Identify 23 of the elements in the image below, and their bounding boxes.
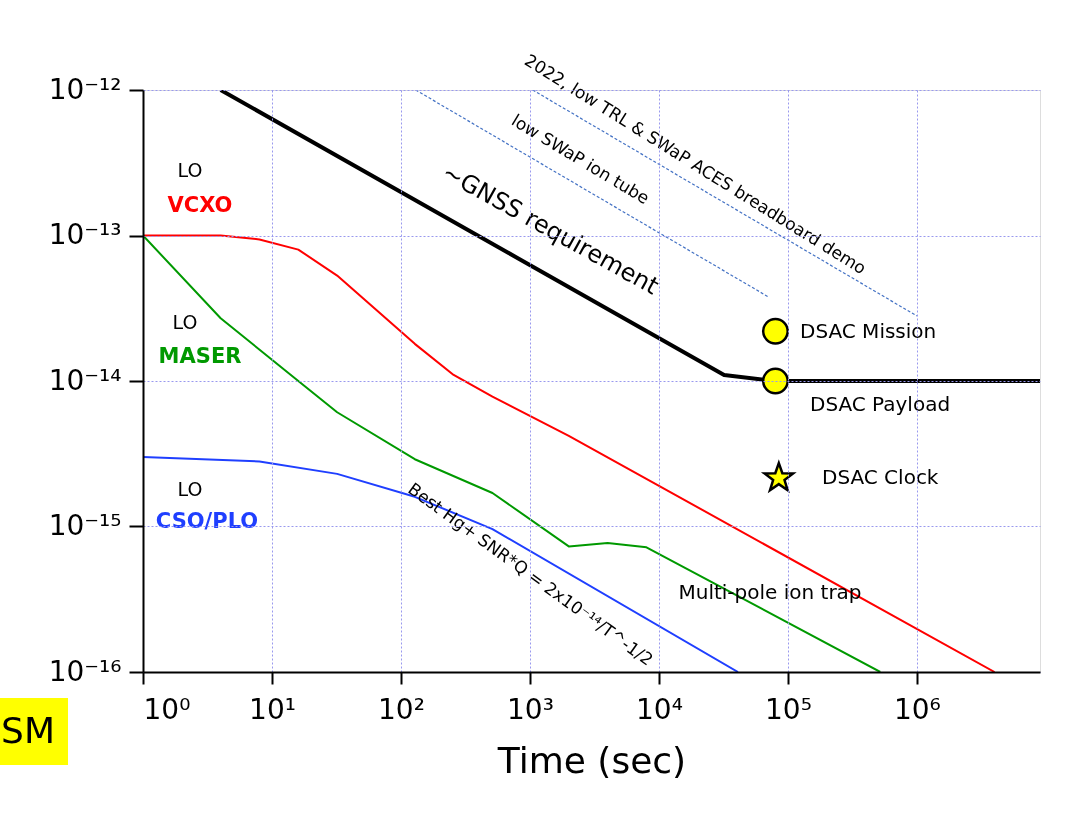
y-tick-label: 10⁻¹³ <box>48 218 122 251</box>
x-tick-label: 10² <box>378 692 425 726</box>
x-tick-label: 10¹ <box>249 692 296 726</box>
y-tick-label: 10⁻¹⁵ <box>48 509 122 542</box>
x-tick-label: 10⁶ <box>893 692 941 726</box>
annotation: LO <box>177 478 203 500</box>
annotation: LO <box>177 159 203 181</box>
annotation: DSAC Mission <box>800 319 937 343</box>
x-tick-label: 10⁵ <box>765 692 812 726</box>
text: CSO/PLO <box>155 509 259 533</box>
x-tick-label: 10⁰ <box>143 692 191 726</box>
x-tick-label: 10³ <box>507 692 554 726</box>
x-tick-label: 10⁴ <box>636 692 683 726</box>
annotation: DSAC Payload <box>810 392 951 416</box>
y-tick-label: 10⁻¹⁶ <box>48 654 122 688</box>
series-label: VCXO <box>167 193 233 217</box>
text: SM <box>1 710 55 751</box>
y-tick-label: 10⁻¹⁴ <box>48 363 122 397</box>
annotation: LO <box>172 311 198 333</box>
series-label: MASER <box>158 344 242 368</box>
y-tick-label: 10⁻¹² <box>48 72 122 106</box>
x-axis-title: Time (sec) <box>496 739 687 781</box>
annotation: DSAC Clock <box>822 465 939 489</box>
